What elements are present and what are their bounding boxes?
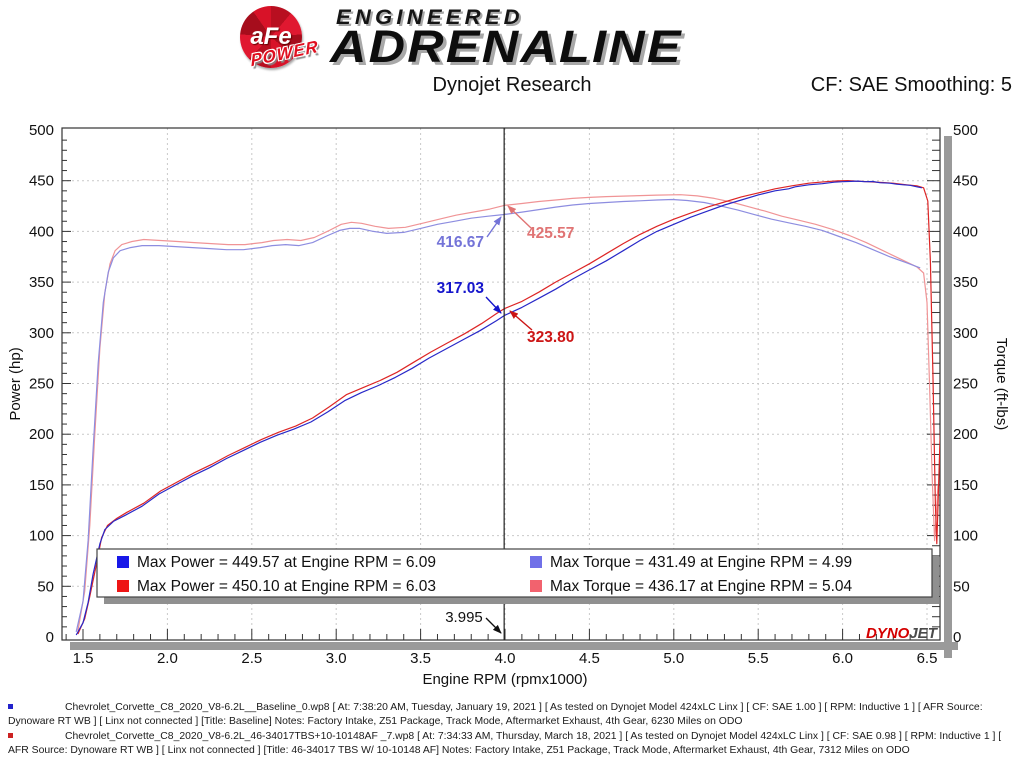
- header: aFe POWER ENGINEERED ADRENALINE Dynojet …: [0, 0, 1024, 112]
- svg-text:0: 0: [46, 629, 54, 646]
- left-axis-title: Power (hp): [7, 347, 24, 420]
- svg-text:100: 100: [29, 528, 54, 545]
- afe-power-logo: aFe POWER: [240, 4, 332, 76]
- power-baseline-curve: [75, 180, 923, 636]
- svg-text:350: 350: [29, 274, 54, 291]
- tick-labels: 1.5 2.0 2.5 3.0 3.5 4.0 4.5 5.0 5.5 6.0 6.5 0 0 50 50 1…: [29, 122, 978, 667]
- series-curves: [75, 180, 940, 636]
- axis-ticks: [62, 139, 940, 640]
- legend-entry: Max Torque = 431.49 at Engine RPM = 4.99: [550, 554, 852, 571]
- annotation-power-mod: 323.80: [527, 329, 574, 346]
- afe-logo-text: aFe: [250, 23, 292, 50]
- svg-text:450: 450: [953, 173, 978, 190]
- svg-text:250: 250: [953, 376, 978, 393]
- dynojet-watermark: DYNOJET: [866, 625, 939, 642]
- svg-text:3.0: 3.0: [326, 650, 347, 667]
- svg-text:50: 50: [953, 578, 970, 595]
- svg-text:150: 150: [29, 477, 54, 494]
- svg-text:100: 100: [953, 528, 978, 545]
- svg-text:5.0: 5.0: [663, 650, 684, 667]
- svg-text:200: 200: [29, 426, 54, 443]
- run-info-text: Chevrolet_Corvette_C8_2020_V8-6.2L_46-34…: [8, 731, 1002, 756]
- svg-text:6.0: 6.0: [832, 650, 853, 667]
- annotation-arrow: [509, 310, 533, 331]
- legend-entry: Max Power = 450.10 at Engine RPM = 6.03: [137, 578, 436, 595]
- svg-text:1.5: 1.5: [73, 650, 94, 667]
- afe-logo-circle: aFe: [240, 6, 302, 68]
- legend-swatch: [530, 556, 542, 568]
- run-marker-red: [8, 733, 13, 738]
- legend-entry: Max Power = 449.57 at Engine RPM = 6.09: [137, 554, 436, 571]
- svg-text:4.5: 4.5: [579, 650, 600, 667]
- annotation-arrow: [485, 296, 502, 314]
- x-axis-title: Engine RPM (rpmx1000): [422, 671, 587, 688]
- svg-text:350: 350: [953, 274, 978, 291]
- run-info-text: Chevrolet_Corvette_C8_2020_V8-6.2L__Base…: [8, 702, 983, 727]
- run-info-line-baseline: Chevrolet_Corvette_C8_2020_V8-6.2L__Base…: [0, 701, 1018, 728]
- logo-adrenaline-text: ADRENALINE: [330, 21, 683, 72]
- right-axis-title: Torque (ft-lbs): [993, 338, 1010, 431]
- smoothing-label: CF: SAE Smoothing: 5: [810, 74, 1012, 96]
- svg-text:250: 250: [29, 376, 54, 393]
- torque-mod-curve: [77, 194, 939, 632]
- annotation-arrow: [507, 205, 532, 229]
- legend-box: [96, 548, 933, 598]
- annotation-torque-baseline: 416.67: [437, 234, 484, 251]
- svg-text:400: 400: [29, 223, 54, 240]
- svg-text:6.5: 6.5: [917, 650, 938, 667]
- frame-shadow-right: [944, 136, 952, 658]
- svg-text:3.5: 3.5: [410, 650, 431, 667]
- svg-text:2.0: 2.0: [157, 650, 178, 667]
- cursor-arrow: [485, 617, 502, 634]
- annotation-power-baseline: 317.03: [437, 280, 485, 297]
- svg-text:500: 500: [953, 122, 978, 139]
- page-title: Dynojet Research: [432, 74, 592, 96]
- svg-text:300: 300: [29, 325, 54, 342]
- svg-text:150: 150: [953, 477, 978, 494]
- svg-text:400: 400: [953, 223, 978, 240]
- legend-entry: Max Torque = 436.17 at Engine RPM = 5.04: [550, 578, 853, 595]
- logo-engineered-text: ENGINEERED: [336, 6, 524, 29]
- svg-text:450: 450: [29, 173, 54, 190]
- svg-text:50: 50: [37, 578, 54, 595]
- run-info-line-mod: Chevrolet_Corvette_C8_2020_V8-6.2L_46-34…: [0, 730, 1018, 757]
- svg-text:4.0: 4.0: [495, 650, 516, 667]
- svg-text:0: 0: [953, 629, 961, 646]
- run-info-footer: Chevrolet_Corvette_C8_2020_V8-6.2L__Base…: [0, 701, 1018, 759]
- annotation-torque-mod: 425.57: [527, 225, 574, 242]
- run-marker-blue: [8, 704, 13, 709]
- legend-swatch: [530, 580, 542, 592]
- svg-text:200: 200: [953, 426, 978, 443]
- svg-text:5.5: 5.5: [748, 650, 769, 667]
- svg-text:2.5: 2.5: [241, 650, 262, 667]
- frame-shadow-bottom: [70, 642, 958, 650]
- svg-text:500: 500: [29, 122, 54, 139]
- torque-baseline-curve: [75, 198, 921, 633]
- legend-swatch: [117, 580, 129, 592]
- svg-text:300: 300: [953, 325, 978, 342]
- cursor-rpm-label: 3.995: [445, 609, 483, 626]
- annotation-arrow: [486, 216, 502, 238]
- legend-swatch: [117, 556, 129, 568]
